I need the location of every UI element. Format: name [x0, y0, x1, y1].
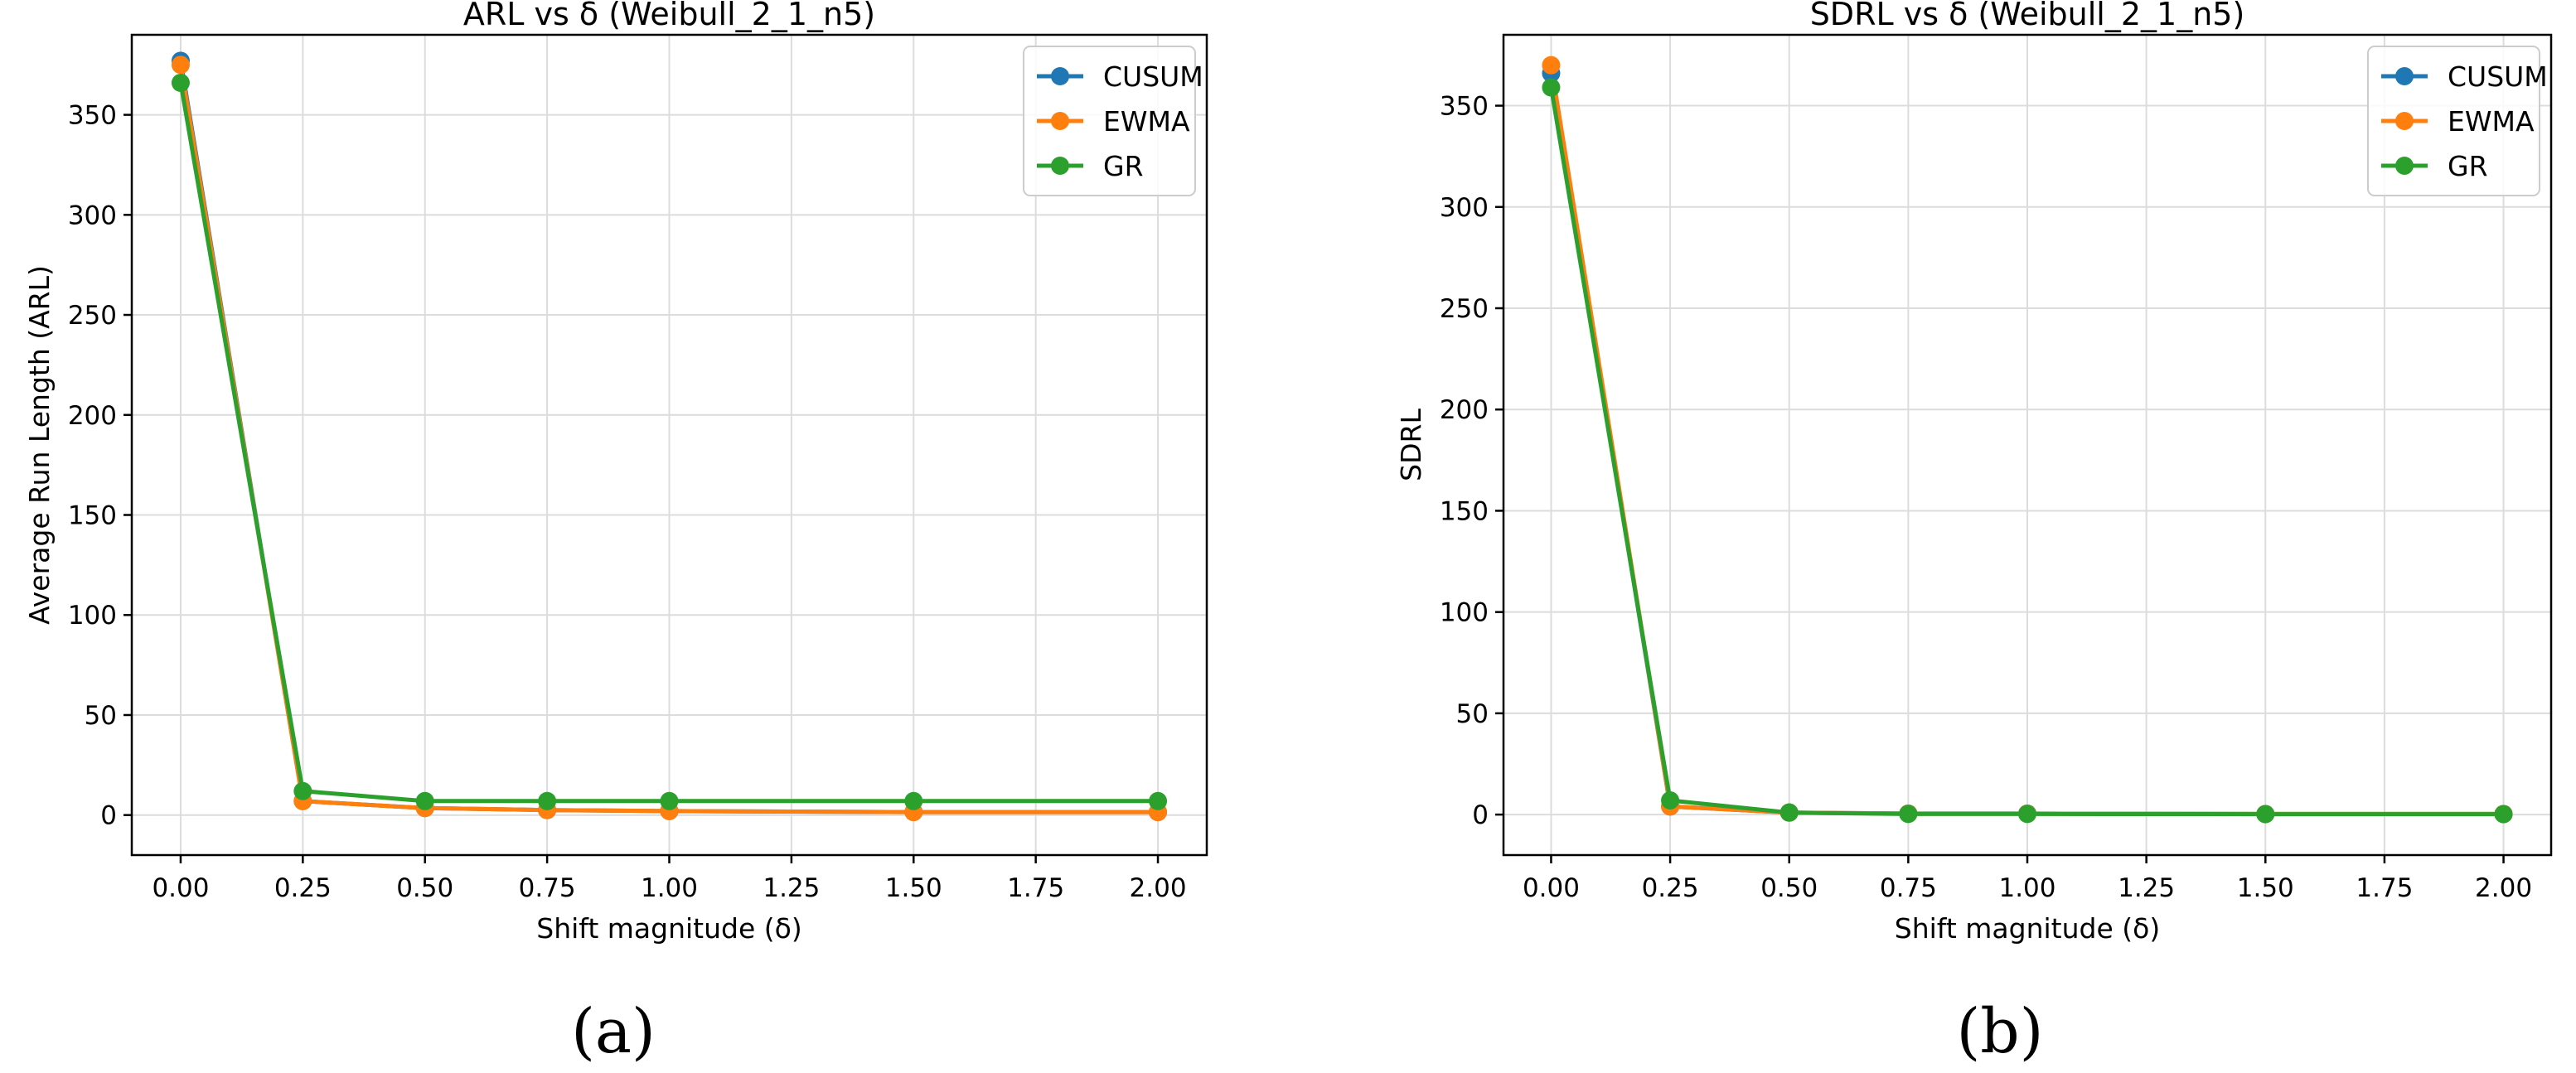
chart-sdrl: 0.00 0.25 0.50 0.75 1.00 1.25 1.50 1.75 2.00 0 50 1…: [1395, 0, 2553, 1067]
x-tick-label: 0.25: [1642, 873, 1699, 903]
x-tick-label: 1.50: [2237, 873, 2294, 903]
x-tick-label: 0.00: [152, 873, 209, 903]
y-tick-label: 300: [1440, 193, 1489, 223]
legend-label-gr: GR: [1103, 150, 1144, 182]
legend-label-cusum: CUSUM: [1103, 60, 1203, 93]
chart-arl: 0.00 0.25 0.50 0.75 1.00 1.25 1.50 1.75 2.00 0 50 1…: [23, 0, 1208, 1067]
data-point-gr: [171, 73, 190, 92]
x-tick-label: 0.00: [1523, 873, 1580, 903]
y-tick-label: 150: [68, 501, 117, 531]
legend-label-ewma: EWMA: [1103, 105, 1190, 138]
data-point-gr: [1149, 791, 1168, 810]
x-tick-label: 0.75: [519, 873, 576, 903]
legend-box: [1023, 46, 1196, 196]
data-point-gr: [2018, 805, 2036, 824]
legend-marker-cusum: [1051, 67, 1069, 85]
y-axis-label: Average Run Length (ARL): [23, 265, 56, 625]
x-tick-label: 1.75: [2356, 873, 2413, 903]
x-axis-label: Shift magnitude (δ): [536, 912, 801, 945]
data-point-gr: [2256, 805, 2275, 824]
data-point-gr: [293, 781, 312, 800]
legend-label-ewma: EWMA: [2448, 105, 2535, 138]
data-point-gr: [2494, 805, 2513, 824]
y-axis-label: SDRL: [1395, 408, 1427, 481]
data-point-gr: [904, 791, 923, 810]
data-point-gr: [1899, 805, 1918, 824]
y-tick-label: 0: [1472, 800, 1489, 830]
chart-title: SDRL vs δ (Weibull_2_1_n5): [1810, 0, 2245, 32]
legend-marker-ewma: [2395, 112, 2414, 130]
data-point-gr: [1542, 78, 1561, 97]
x-tick-label: 1.25: [763, 873, 820, 903]
y-tick-label: 250: [68, 301, 117, 331]
panel-label: (b): [1956, 996, 2043, 1067]
y-tick-label: 200: [1440, 395, 1489, 425]
data-point-gr: [660, 791, 679, 810]
y-tick-label: 350: [68, 101, 117, 131]
y-tick-label: 150: [1440, 496, 1489, 526]
data-point-gr: [415, 791, 434, 810]
data-point-ewma: [171, 56, 190, 75]
y-tick-label: 350: [1440, 92, 1489, 122]
y-tick-label: 200: [68, 401, 117, 431]
data-point-ewma: [1542, 56, 1561, 75]
x-tick-label: 1.75: [1007, 873, 1064, 903]
y-tick-label: 100: [68, 601, 117, 631]
y-tick-label: 0: [100, 801, 117, 831]
legend-box: [2367, 46, 2540, 196]
panel-label: (a): [571, 996, 656, 1067]
y-tick-label: 300: [68, 201, 117, 230]
x-axis-label: Shift magnitude (δ): [1895, 912, 2160, 945]
y-tick-label: 100: [1440, 598, 1489, 628]
data-point-gr: [538, 791, 557, 810]
legend-marker-gr: [1051, 157, 1069, 175]
x-tick-label: 1.00: [1998, 873, 2055, 903]
x-tick-label: 2.00: [2475, 873, 2532, 903]
y-tick-label: 50: [1456, 699, 1489, 729]
legend-marker-ewma: [1051, 112, 1069, 130]
y-tick-label: 250: [1440, 294, 1489, 324]
x-tick-label: 0.50: [1760, 873, 1818, 903]
x-tick-label: 1.00: [641, 873, 698, 903]
legend-label-gr: GR: [2448, 150, 2488, 182]
data-point-gr: [1661, 791, 1680, 810]
y-tick-label: 50: [85, 701, 117, 731]
legend-marker-gr: [2395, 157, 2414, 175]
chart-title: ARL vs δ (Weibull_2_1_n5): [463, 0, 875, 32]
x-tick-label: 0.25: [274, 873, 332, 903]
x-tick-label: 1.25: [2118, 873, 2175, 903]
legend-marker-cusum: [2395, 67, 2414, 85]
x-tick-label: 1.50: [885, 873, 942, 903]
x-tick-label: 0.75: [1880, 873, 1937, 903]
x-tick-label: 0.50: [396, 873, 453, 903]
data-point-gr: [1779, 803, 1799, 822]
legend-label-cusum: CUSUM: [2448, 60, 2548, 93]
x-tick-label: 2.00: [1130, 873, 1187, 903]
